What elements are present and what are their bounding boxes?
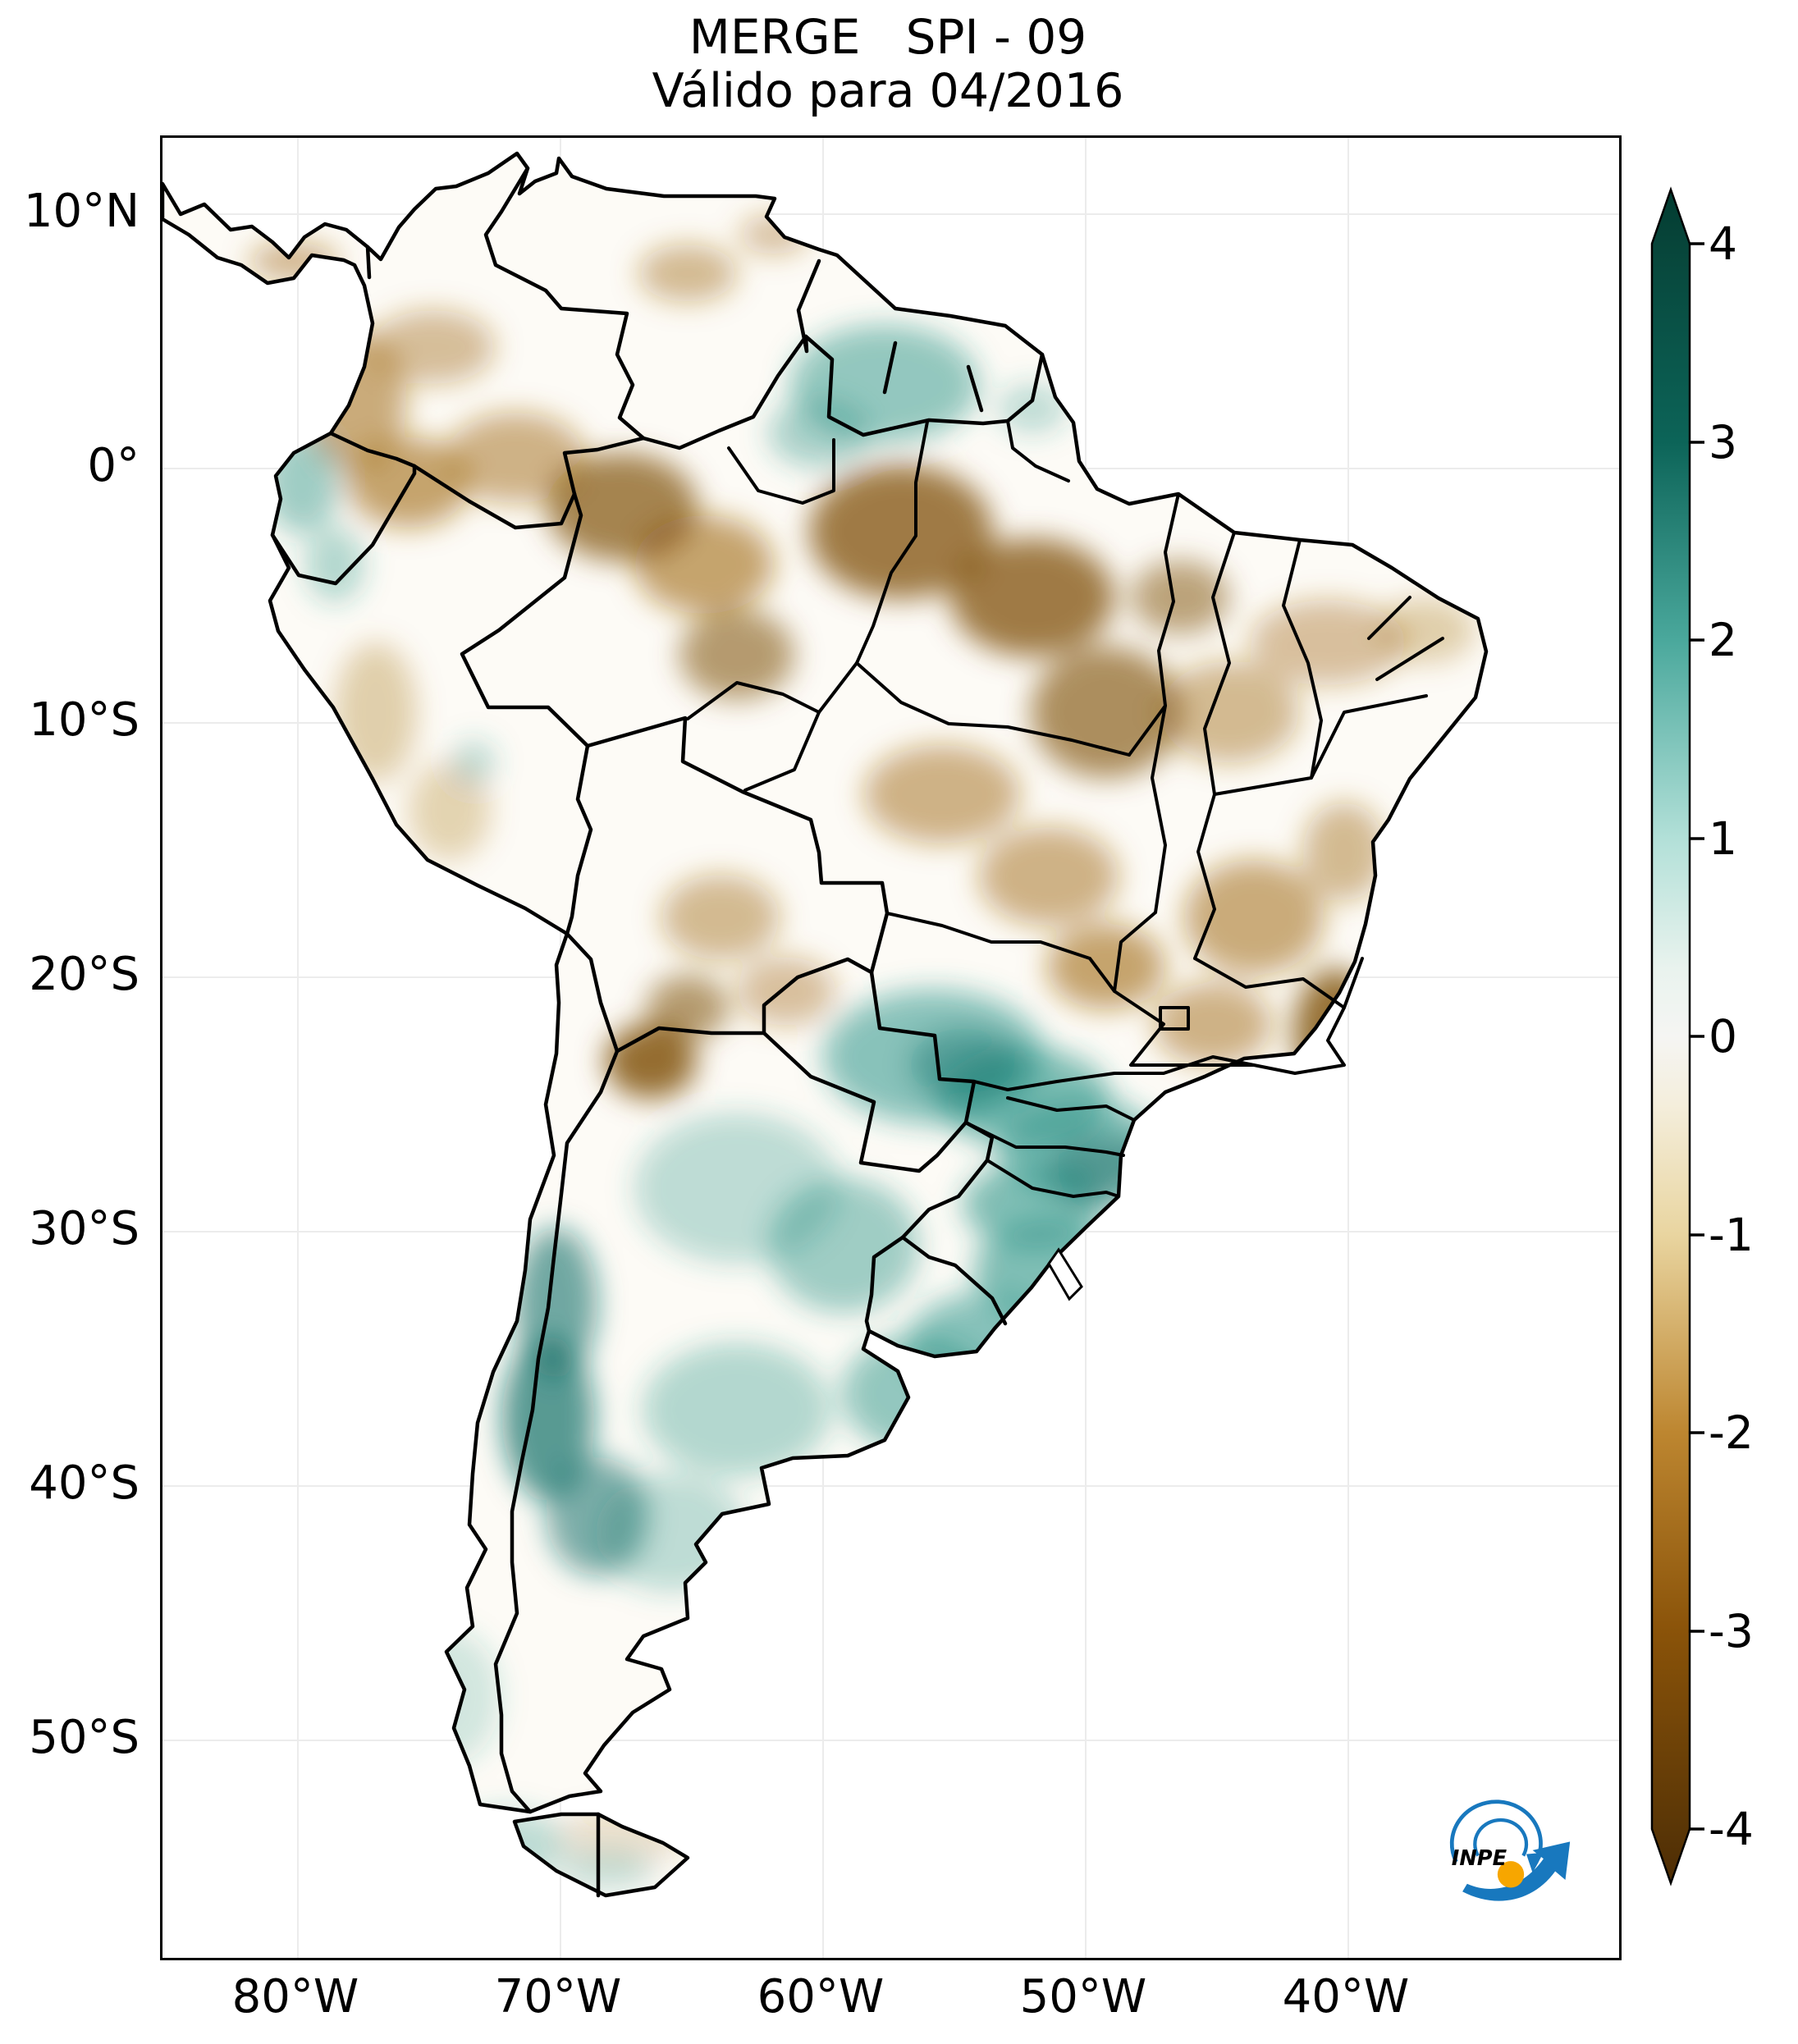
colorbar-gradient bbox=[1650, 186, 1691, 1886]
inpe-logo: INPE bbox=[1449, 1799, 1571, 1901]
colorbar bbox=[1650, 186, 1704, 1886]
inpe-orbit-outer bbox=[1449, 1799, 1543, 1868]
lat-tick-label-0: 0° bbox=[87, 439, 140, 492]
lon-tick-label-40w: 40°W bbox=[1282, 1970, 1410, 2023]
figure-subtitle: Válido para 04/2016 bbox=[652, 64, 1124, 118]
lat-tick-label-40s: 40°S bbox=[29, 1456, 140, 1510]
colorbar-tick-label-m4: -4 bbox=[1709, 1803, 1754, 1855]
lon-tick-label-70w: 70°W bbox=[494, 1970, 622, 2023]
colorbar-tick-label-m2: -2 bbox=[1709, 1406, 1754, 1459]
lagoon bbox=[1047, 1247, 1083, 1301]
lon-tick-label-50w: 50°W bbox=[1019, 1970, 1147, 2023]
lat-tick-label-20s: 20°S bbox=[29, 948, 140, 1001]
lat-tick-label-10n: 10°N bbox=[23, 185, 140, 238]
inpe-orbit-inner bbox=[1473, 1818, 1529, 1857]
figure-title: MERGE SPI - 09 bbox=[689, 9, 1087, 65]
colorbar-tick-label-m3: -3 bbox=[1709, 1605, 1754, 1658]
colorbar-tick-label-1: 1 bbox=[1709, 812, 1737, 865]
inpe-orbit-arrowhead bbox=[1526, 1852, 1544, 1873]
map-svg: INPE bbox=[162, 138, 1619, 1958]
inpe-orange-sphere bbox=[1497, 1861, 1525, 1888]
colorbar-tick-label-4: 4 bbox=[1709, 217, 1737, 270]
colorbar-tick-label-3: 3 bbox=[1709, 416, 1737, 469]
colorbar-tick-label-0: 0 bbox=[1709, 1010, 1737, 1063]
colorbar-tick-label-2: 2 bbox=[1709, 614, 1737, 666]
map-frame: INPE bbox=[160, 135, 1622, 1960]
lat-tick-label-30s: 30°S bbox=[29, 1202, 140, 1255]
lat-tick-label-10s: 10°S bbox=[29, 693, 140, 747]
figure-title-block: MERGE SPI - 09 Válido para 04/2016 bbox=[0, 10, 1776, 118]
colorbar-tick-marks bbox=[1690, 242, 1704, 1831]
lon-tick-label-80w: 80°W bbox=[231, 1970, 359, 2023]
inpe-logo-text: INPE bbox=[1452, 1846, 1507, 1871]
colorbar-tick-label-m1: -1 bbox=[1709, 1209, 1754, 1261]
lat-tick-label-50s: 50°S bbox=[29, 1711, 140, 1764]
state-borders bbox=[686, 419, 1444, 1198]
inpe-swoosh-arrow bbox=[1462, 1841, 1571, 1901]
country-borders bbox=[162, 151, 1489, 1898]
lon-tick-label-60w: 60°W bbox=[757, 1970, 885, 2023]
